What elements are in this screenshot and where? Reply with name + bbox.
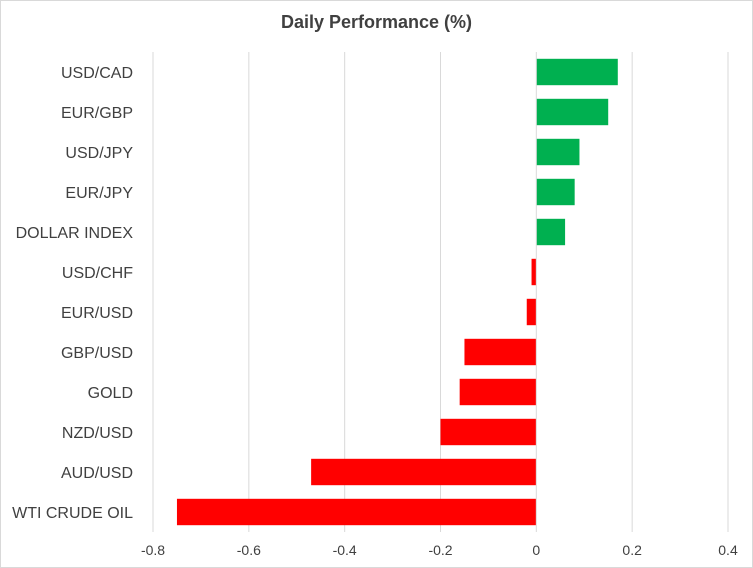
x-tick-label: -0.8 [141, 542, 165, 558]
bar-eur-usd [526, 298, 537, 326]
category-label: USD/CHF [62, 265, 133, 282]
bar-usd-chf [531, 258, 537, 286]
chart-title: Daily Performance (%) [280, 12, 473, 32]
category-label: WTI CRUDE OIL [12, 505, 133, 522]
category-label: EUR/USD [61, 305, 133, 322]
category-label: GOLD [88, 385, 133, 402]
x-tick-label: -0.4 [333, 542, 357, 558]
x-tick-label: -0.2 [428, 542, 452, 558]
category-label: GBP/USD [61, 345, 133, 362]
category-label: USD/CAD [61, 65, 133, 82]
bar-aud-usd [311, 458, 537, 486]
category-label: DOLLAR INDEX [16, 225, 134, 242]
bar-gold [459, 378, 537, 406]
bar-usd-jpy [536, 138, 580, 166]
bar-usd-cad [536, 58, 618, 86]
category-label: USD/JPY [65, 145, 133, 162]
bar-eur-gbp [536, 98, 609, 126]
bar-dollar-index [536, 218, 566, 246]
bar-wti-crude-oil [176, 498, 537, 526]
x-tick-label: 0.2 [622, 542, 642, 558]
bar-eur-jpy [536, 178, 575, 206]
category-label: EUR/JPY [65, 185, 133, 202]
category-label: EUR/GBP [61, 105, 133, 122]
category-label: NZD/USD [62, 425, 133, 442]
category-label: AUD/USD [61, 465, 133, 482]
x-tick-label: 0.4 [718, 542, 738, 558]
x-tick-label: -0.6 [237, 542, 261, 558]
bar-gbp-usd [464, 338, 537, 366]
x-tick-label: 0 [532, 542, 540, 558]
bar-nzd-usd [440, 418, 537, 446]
